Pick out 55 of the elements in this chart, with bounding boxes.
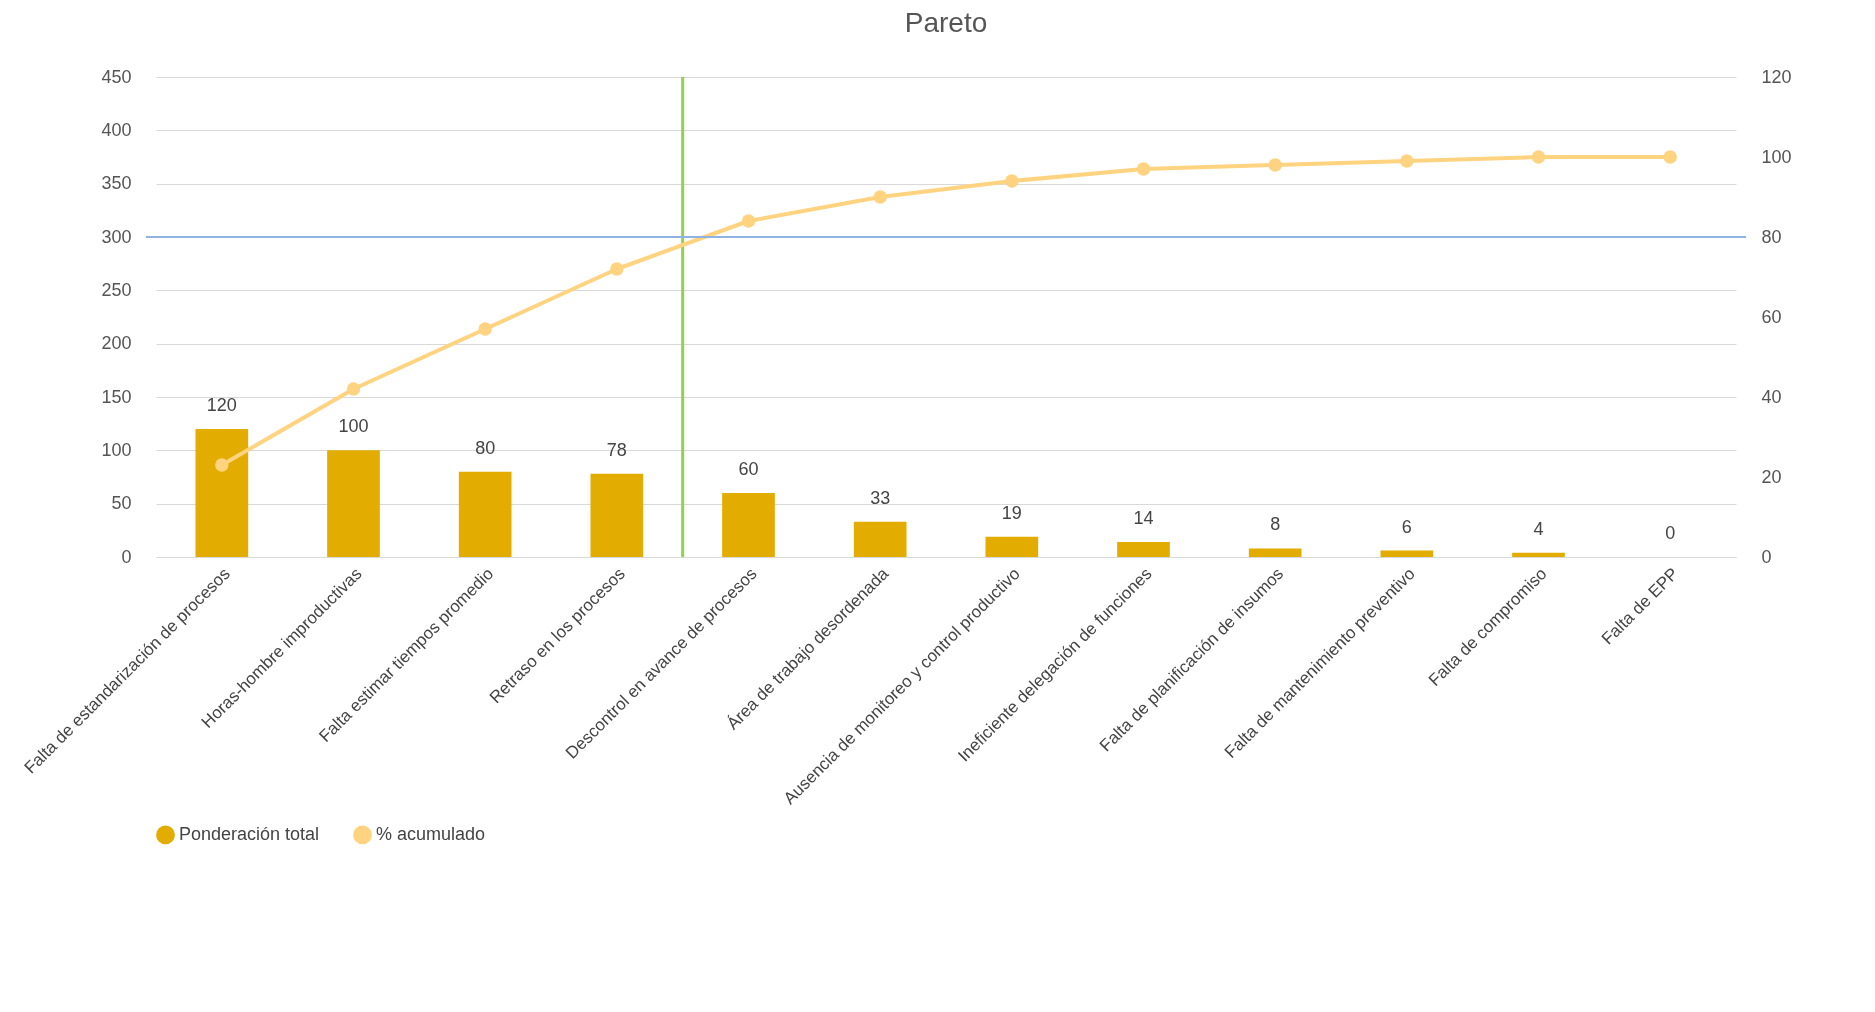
data-label: 6 <box>1401 516 1412 537</box>
bar <box>985 536 1039 557</box>
y-tick-label: 250 <box>101 279 132 300</box>
y2-tick-label: 0 <box>1761 546 1772 567</box>
y-tick-label: 100 <box>101 439 132 460</box>
y2-tick-label: 100 <box>1761 146 1792 167</box>
legend-label: Ponderación total <box>179 823 320 844</box>
y2-tick-label: 80 <box>1761 226 1782 247</box>
point <box>1005 174 1019 188</box>
data-label: 100 <box>338 416 369 437</box>
point <box>346 382 361 396</box>
data-label: 33 <box>870 487 891 508</box>
point <box>610 262 624 276</box>
y-tick-label: 0 <box>121 546 132 567</box>
bar <box>1248 548 1302 557</box>
data-label: 120 <box>206 395 237 415</box>
bar <box>327 450 380 557</box>
point <box>1400 154 1414 168</box>
bar <box>1117 542 1170 557</box>
point <box>873 190 887 204</box>
bar <box>722 493 775 557</box>
y2-tick-label: 40 <box>1761 386 1782 407</box>
y-tick-label: 200 <box>101 333 132 354</box>
point <box>1531 150 1546 164</box>
y2-tick-label: 120 <box>1761 66 1792 87</box>
y-tick-label: 450 <box>101 66 132 87</box>
y-tick-label: 300 <box>101 226 132 247</box>
point <box>1268 158 1282 172</box>
point <box>215 458 229 472</box>
y-tick-label: 400 <box>101 119 132 140</box>
point <box>741 214 756 228</box>
point <box>478 322 492 336</box>
bar <box>1512 552 1565 557</box>
bar <box>853 521 907 557</box>
data-label: 78 <box>606 439 627 460</box>
bar <box>590 473 644 557</box>
legend-label: % acumulado <box>376 823 486 844</box>
data-label: 14 <box>1133 508 1154 529</box>
y-tick-label: 50 <box>111 493 132 514</box>
point <box>1663 150 1677 164</box>
data-label: 8 <box>1270 514 1281 535</box>
point <box>1136 162 1151 176</box>
y2-tick-label: 60 <box>1761 306 1782 327</box>
bar <box>195 429 249 557</box>
bar <box>1380 550 1434 557</box>
data-label: 60 <box>738 459 759 479</box>
data-label: 19 <box>1001 502 1022 523</box>
data-label: 80 <box>475 437 496 458</box>
chart-title: Pareto <box>904 7 988 38</box>
data-label: 0 <box>1665 523 1676 543</box>
y-tick-label: 350 <box>101 173 132 194</box>
bar <box>458 471 512 557</box>
data-label: 4 <box>1533 518 1544 539</box>
y2-tick-label: 20 <box>1761 466 1782 487</box>
y-tick-label: 150 <box>101 386 132 407</box>
